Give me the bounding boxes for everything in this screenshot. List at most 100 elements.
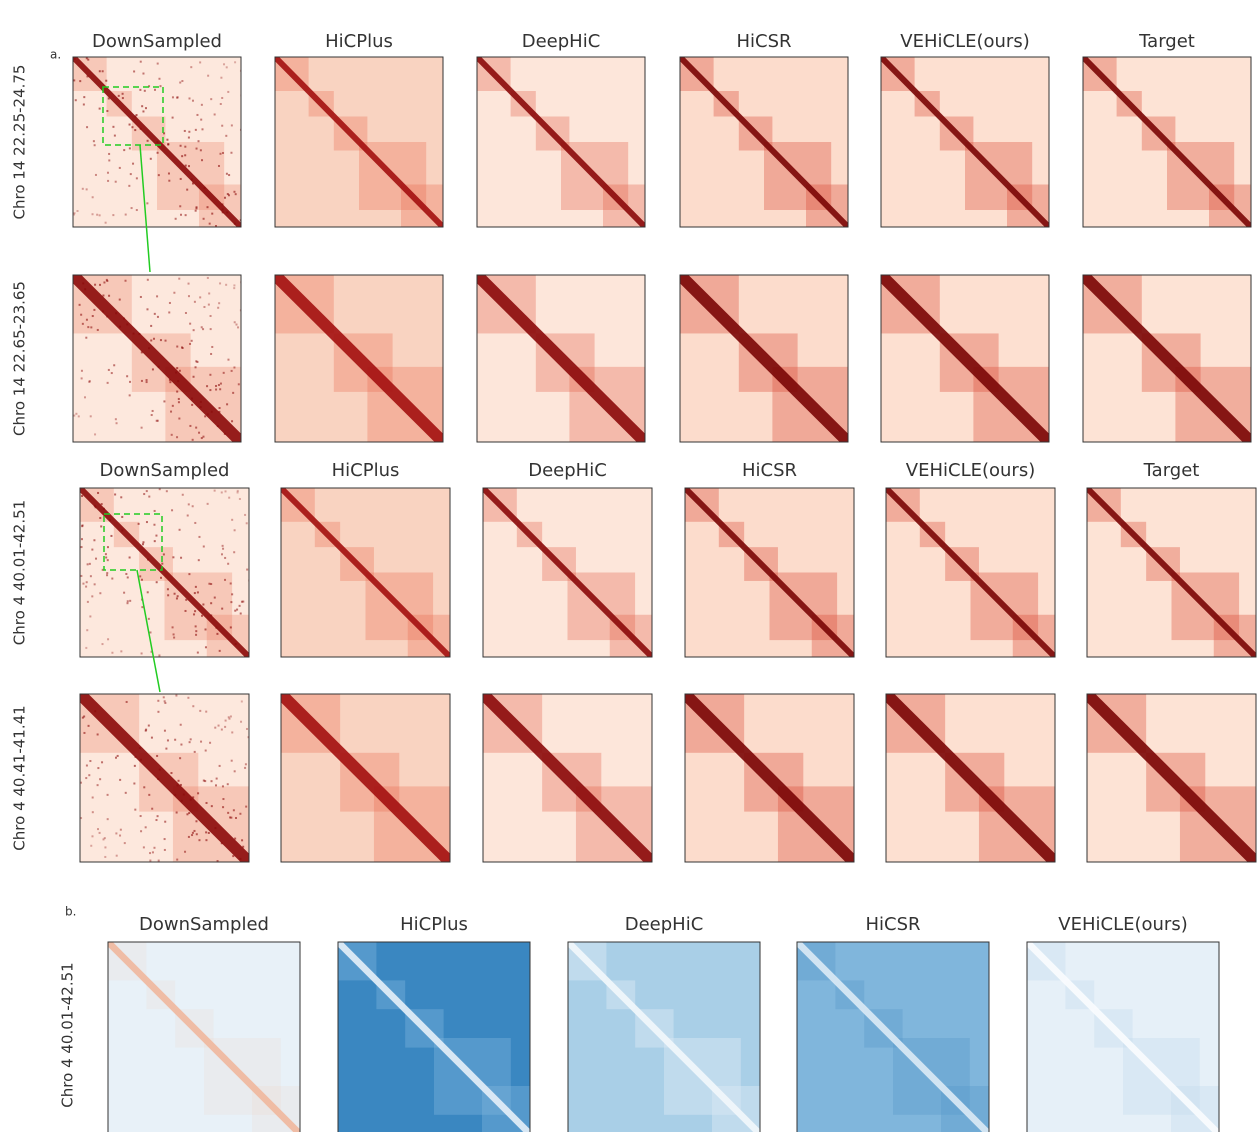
noise (134, 765, 136, 767)
noise (220, 103, 222, 105)
noise (184, 146, 186, 148)
noise (176, 346, 178, 348)
noise (87, 601, 89, 603)
heatmap (477, 275, 645, 442)
noise (119, 779, 121, 781)
heatmap (80, 694, 250, 862)
noise (228, 718, 230, 720)
noise (171, 509, 173, 511)
noise (134, 809, 136, 811)
noise (77, 210, 79, 212)
heatmap-body (483, 694, 652, 862)
noise (115, 418, 117, 420)
noise (73, 212, 75, 214)
noise (85, 586, 87, 588)
noise (192, 705, 194, 707)
noise (155, 819, 157, 821)
noise (148, 725, 150, 727)
heatmap (477, 57, 645, 227)
noise (167, 143, 169, 145)
noise (194, 301, 196, 303)
noise (94, 433, 96, 435)
noise (197, 591, 199, 593)
noise (218, 165, 220, 167)
panel-label: b. (65, 905, 76, 919)
noise (192, 832, 194, 834)
noise (196, 833, 198, 835)
noise (157, 815, 159, 817)
noise (193, 376, 195, 378)
heatmap (483, 694, 652, 862)
noise (233, 191, 235, 193)
noise (129, 147, 131, 149)
noise (218, 302, 220, 304)
noise (119, 835, 121, 837)
noise (207, 75, 209, 77)
noise (78, 415, 80, 417)
noise (234, 529, 236, 531)
noise (189, 323, 191, 325)
noise (231, 593, 233, 595)
heatmap-body (80, 694, 250, 862)
heatmap-body (275, 275, 443, 442)
noise (164, 730, 166, 732)
noise (186, 813, 188, 815)
noise (107, 172, 109, 174)
row-label: Chro 4 40.41-41.41 (11, 705, 29, 850)
noise (177, 595, 179, 597)
noise (225, 284, 227, 286)
noise (156, 420, 158, 422)
noise (188, 283, 190, 285)
noise (156, 581, 158, 583)
noise (105, 553, 107, 555)
column-title: DeepHiC (522, 31, 601, 52)
noise (225, 135, 227, 137)
noise (146, 381, 148, 383)
heatmap-body (881, 275, 1049, 442)
noise (84, 396, 86, 398)
noise (126, 375, 128, 377)
noise (149, 631, 151, 633)
noise (200, 741, 202, 743)
noise (107, 818, 109, 820)
noise (203, 218, 205, 220)
heatmap (797, 942, 989, 1132)
heatmap (1027, 942, 1219, 1132)
noise (136, 209, 138, 211)
noise (200, 149, 202, 151)
noise (184, 154, 186, 156)
noise (205, 711, 207, 713)
noise (178, 418, 180, 420)
noise (97, 492, 99, 494)
heatmaps (73, 57, 1256, 1132)
noise (244, 514, 246, 516)
noise (152, 851, 154, 853)
noise (198, 839, 200, 841)
noise (176, 436, 178, 438)
noise (179, 370, 181, 372)
noise (125, 792, 127, 794)
heatmap (568, 942, 760, 1132)
noise (172, 626, 174, 628)
noise (99, 70, 101, 72)
noise (224, 197, 226, 199)
heatmap (338, 942, 530, 1132)
noise (180, 214, 182, 216)
noise (188, 573, 190, 575)
noise (122, 93, 124, 95)
noise (230, 715, 232, 717)
noise (246, 728, 248, 730)
noise (210, 583, 212, 585)
noise (113, 364, 115, 366)
noise (235, 324, 237, 326)
noise (221, 729, 223, 731)
noise (142, 73, 144, 75)
noise (97, 767, 99, 769)
noise (90, 845, 92, 847)
noise (92, 811, 94, 813)
noise (88, 774, 90, 776)
noise (231, 370, 233, 372)
noise (148, 496, 150, 498)
noise (230, 601, 232, 603)
noise (244, 767, 246, 769)
